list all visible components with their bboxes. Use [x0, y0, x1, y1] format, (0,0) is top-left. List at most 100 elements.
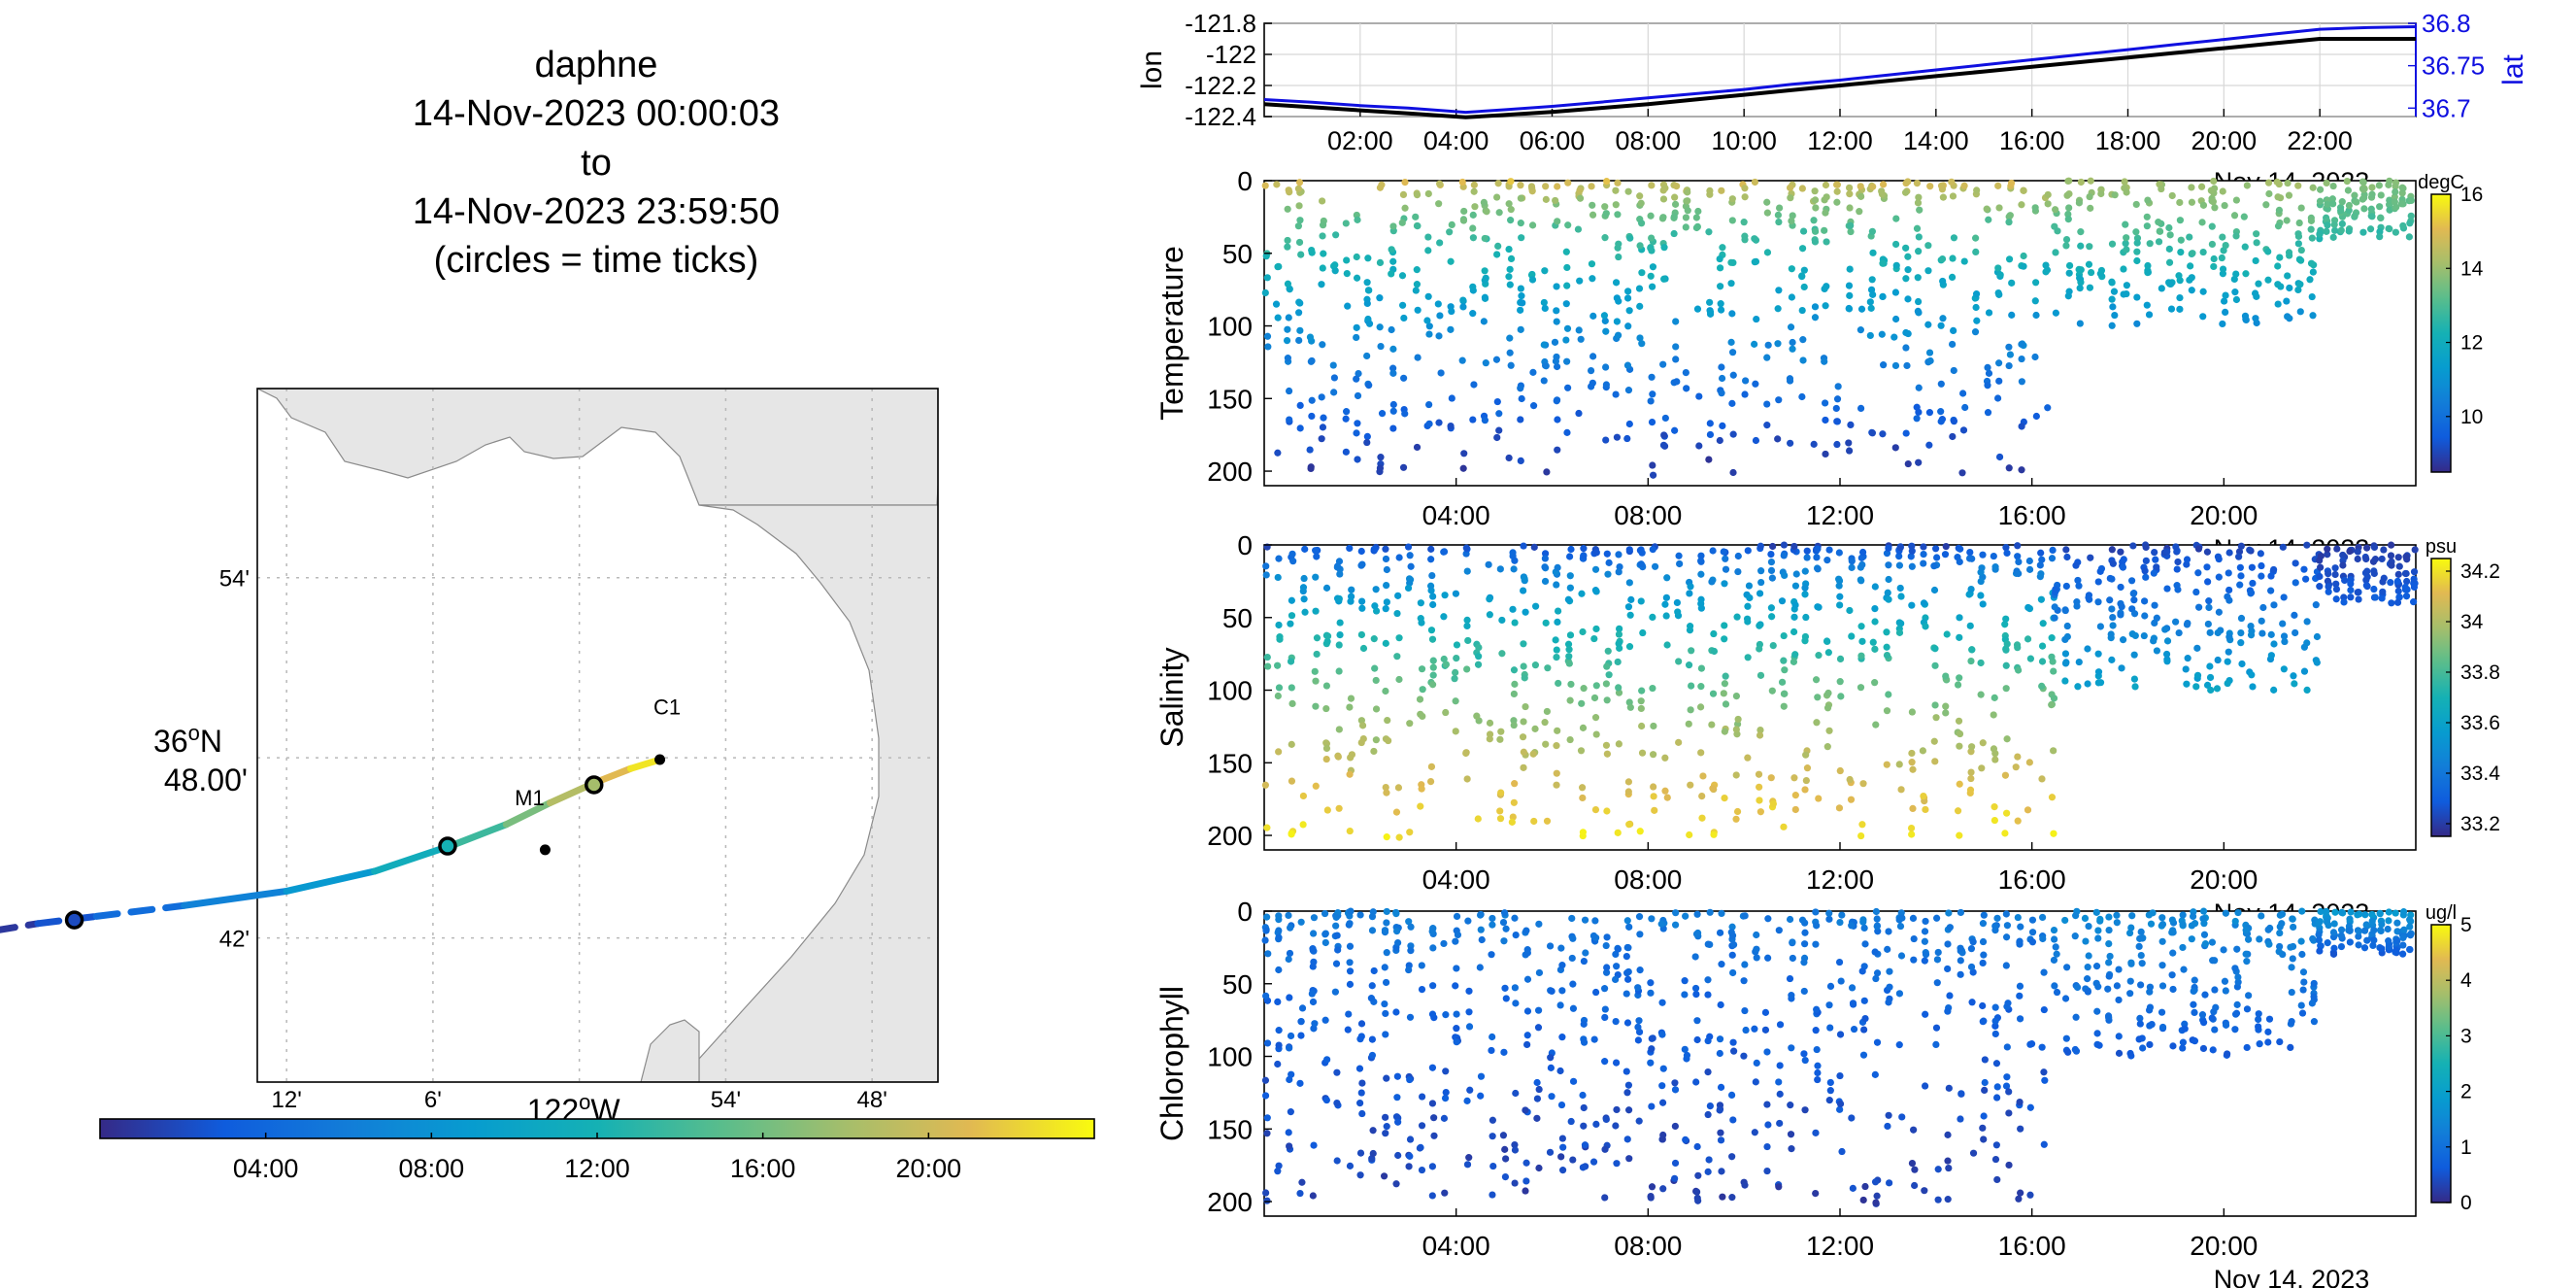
temperature-point	[1890, 333, 1898, 341]
chlorophyll-point	[2028, 938, 2037, 946]
salinity-point	[1977, 691, 1985, 698]
chlorophyll-point	[1382, 1009, 1389, 1018]
temperature-point	[2276, 194, 2285, 202]
chlorophyll-point	[1367, 995, 1375, 1002]
temperature-point	[1812, 204, 1820, 212]
chlorophyll-point	[1346, 1162, 1355, 1169]
temperature-point	[1318, 393, 1325, 401]
temperature-point	[1377, 342, 1385, 351]
salinity-point	[1274, 692, 1282, 700]
salinity-point	[2014, 817, 2022, 825]
temperature-point	[2220, 297, 2228, 305]
salinity-point	[2048, 653, 2056, 661]
salinity-point	[1541, 719, 1549, 727]
temperature-point	[1541, 267, 1549, 275]
chlorophyll-point	[1263, 1039, 1272, 1047]
salinity-point	[1300, 595, 1308, 603]
salinity-point	[1496, 807, 1504, 815]
chlorophyll-point	[1992, 1060, 2001, 1068]
temperature-point	[1319, 424, 1327, 431]
chlorophyll-point	[2002, 910, 2010, 918]
salinity-point	[1649, 751, 1657, 759]
temperature-point	[2133, 239, 2141, 247]
salinity-point	[1288, 612, 1296, 620]
temperature-point	[1892, 240, 1900, 249]
temperature-point	[1283, 336, 1291, 345]
chlorophyll-point	[1465, 1008, 1473, 1016]
chlorophyll-point	[1357, 1033, 1365, 1040]
salinity-point	[1674, 608, 1682, 616]
temperature-point	[1424, 189, 1432, 198]
chlorophyll-point	[1825, 1001, 1833, 1009]
chlorophyll-point	[1569, 1004, 1578, 1012]
salinity-point	[1769, 799, 1777, 808]
salinity-point	[2312, 601, 2320, 609]
temperature-point	[1612, 201, 1620, 209]
salinity-point	[1697, 552, 1705, 559]
chlorophyll-point	[2346, 927, 2354, 934]
temperature-point	[1563, 357, 1571, 365]
temperature-point	[1353, 274, 1361, 282]
salinity-point	[2393, 577, 2402, 586]
temperature-point	[1494, 242, 1502, 251]
salinity-point	[1579, 829, 1588, 836]
chlorophyll-point	[2310, 1018, 2319, 1026]
salinity-point	[1442, 708, 1450, 717]
salinity-point	[1474, 661, 1483, 668]
temperature-point	[1424, 292, 1432, 300]
chlorophyll-point	[2308, 1000, 2316, 1007]
temperature-point	[1787, 184, 1794, 191]
salinity-point	[1566, 631, 1575, 639]
salinity-point	[1566, 572, 1574, 580]
chlorophyll-point	[1321, 938, 1329, 947]
temperature-point	[1823, 238, 1830, 246]
chlorophyll-point	[1872, 974, 1880, 983]
chlorophyll-point	[2242, 926, 2250, 934]
chlorophyll-point	[1523, 1007, 1532, 1015]
chlorophyll-point	[2146, 1003, 2155, 1011]
salinity-point	[1603, 807, 1611, 815]
temperature-point	[1879, 181, 1888, 188]
salinity-point	[1323, 637, 1331, 646]
temperature-point	[1647, 212, 1655, 220]
salinity-point	[1857, 684, 1865, 692]
lonlat-xtick-label: 02:00	[1327, 126, 1393, 155]
chlorophyll-point	[1647, 979, 1655, 987]
temperature-point	[2143, 301, 2151, 309]
temperature-point	[1984, 382, 1991, 390]
temperature-point	[1564, 221, 1572, 229]
temperature-point	[1672, 343, 1680, 351]
salinity-point	[1301, 608, 1309, 616]
temperature-point	[1659, 441, 1668, 449]
chlorophyll-point	[1311, 1020, 1319, 1028]
salinity-point	[1858, 548, 1867, 557]
lonlat-xtick-label: 22:00	[2287, 126, 2353, 155]
salinity-point	[1871, 645, 1879, 653]
temperature-point	[2110, 288, 2119, 295]
temperature-point	[1751, 235, 1758, 243]
temperature-point	[1789, 345, 1796, 353]
chlorophyll-point	[1981, 1056, 1989, 1064]
chlorophyll-point	[1321, 1016, 1329, 1024]
chlorophyll-point	[1533, 1078, 1541, 1087]
chlorophyll-point	[1489, 1033, 1496, 1041]
temperature-point	[2385, 224, 2392, 232]
salinity-point	[1803, 547, 1811, 555]
salinity-point	[1520, 640, 1527, 648]
salinity-point	[2332, 585, 2341, 593]
salinity-point	[1372, 705, 1381, 713]
temperature-point	[1615, 253, 1623, 261]
temperature-point	[1672, 318, 1680, 325]
temperature-point	[1847, 227, 1855, 236]
temperature-point	[1459, 464, 1467, 472]
chlorophyll-point	[2126, 990, 2134, 998]
temperature-point	[1672, 356, 1680, 363]
temperature-point	[1985, 309, 1993, 317]
chlorophyll-xtick-label: 16:00	[1998, 1231, 2066, 1261]
temperature-point	[1636, 334, 1644, 342]
salinity-point	[1885, 544, 1892, 553]
salinity-point	[2163, 585, 2171, 593]
salinity-point	[1823, 743, 1831, 751]
temperature-point	[1904, 253, 1912, 260]
temperature-point	[2232, 295, 2241, 304]
